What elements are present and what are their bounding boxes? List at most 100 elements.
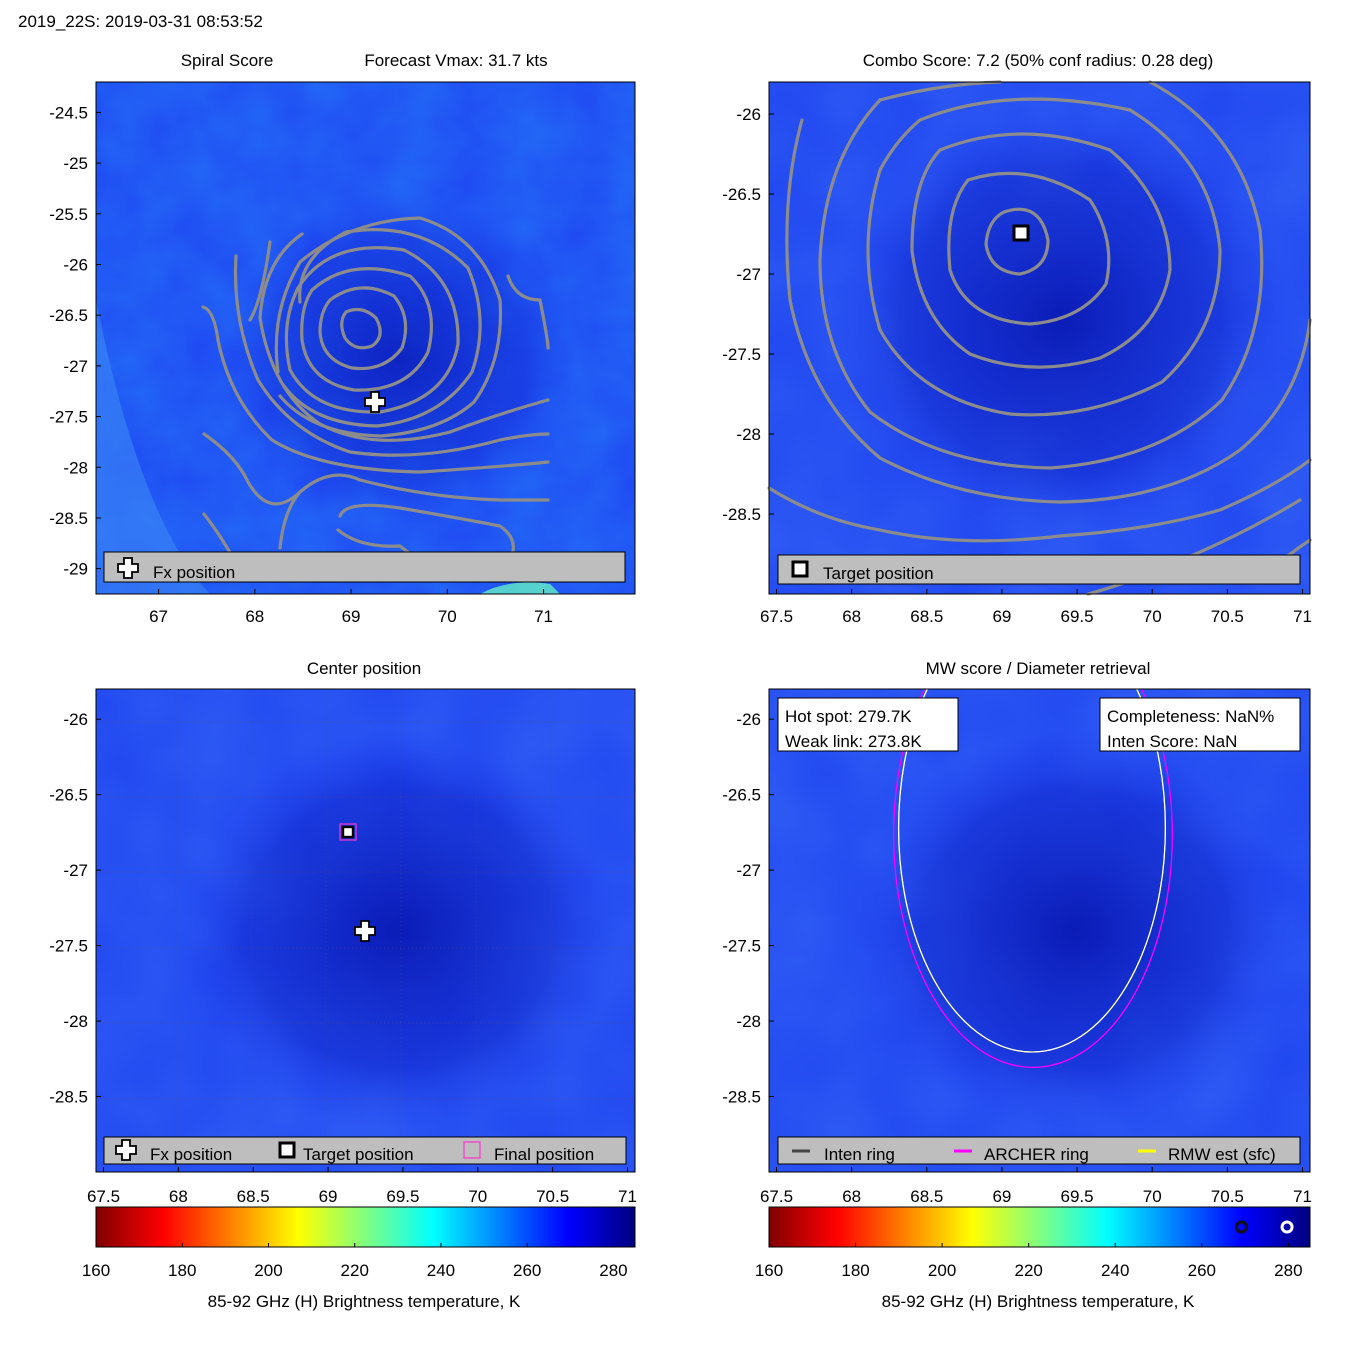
y-tick-label: -28.5 <box>722 1088 761 1107</box>
x-tick-label: 67.5 <box>760 1187 793 1206</box>
spiral-plot-area[interactable]: Fx position <box>95 81 636 595</box>
colorbar-tick-label: 180 <box>168 1261 196 1280</box>
center-final-marker <box>339 823 357 841</box>
colorbar-tick-label: 280 <box>599 1261 627 1280</box>
y-tick-label: -27.5 <box>722 345 761 364</box>
x-tick-label: 69.5 <box>386 1187 419 1206</box>
spiral-legend[interactable]: Fx position <box>103 551 626 583</box>
y-tick-label: -29 <box>63 560 88 579</box>
y-tick-label: -28 <box>736 425 761 444</box>
x-tick-label: 67.5 <box>760 607 793 626</box>
y-tick-label: -27 <box>63 357 88 376</box>
spiral-panel: Spiral Score Forecast Vmax: 31.7 kts <box>49 51 636 626</box>
spiral-contour-9 <box>248 240 550 350</box>
combo-contour-2 <box>947 171 1111 326</box>
x-tick-label: 68 <box>842 1187 861 1206</box>
x-tick-label: 71 <box>1293 607 1312 626</box>
fx-position-icon <box>115 1139 137 1161</box>
inten-score-text: Inten Score: NaN <box>1107 732 1237 751</box>
center-plot-area[interactable]: Fx position Target position Final positi… <box>95 688 636 1173</box>
combo-legend-label: Target position <box>823 564 934 583</box>
spiral-legend-label: Fx position <box>153 563 235 582</box>
colorbar-tick-label: 260 <box>1188 1261 1216 1280</box>
y-tick-label: -28 <box>63 1012 88 1031</box>
x-tick-label: 70.5 <box>1211 1187 1244 1206</box>
spiral-contour-6 <box>274 216 503 438</box>
hot-spot-ring-icon <box>1280 1220 1294 1234</box>
inten-ring-circle <box>898 689 1166 1053</box>
x-tick-label: 68.5 <box>910 607 943 626</box>
colorbar-tick-label: 240 <box>427 1261 455 1280</box>
spiral-contour-4 <box>284 246 460 414</box>
spiral-contour-8 <box>233 254 550 457</box>
rmw-est-label: RMW est (sfc) <box>1168 1145 1276 1164</box>
mw-plot-area[interactable]: Hot spot: 279.7K Weak link: 273.8K Compl… <box>768 602 1311 1173</box>
target-position-icon <box>791 560 809 578</box>
combo-plot-area[interactable]: Target position <box>767 80 1312 596</box>
y-tick-label: -27 <box>736 265 761 284</box>
mw-info-right-box: Completeness: NaN% Inten Score: NaN <box>1099 697 1301 752</box>
spiral-fx-marker <box>364 391 386 413</box>
combo-contour-4 <box>866 97 1222 417</box>
weak-link-text: Weak link: 273.8K <box>785 732 922 751</box>
y-tick-label: -26 <box>63 710 88 729</box>
spiral-title: Spiral Score <box>181 51 274 70</box>
x-tick-label: 67 <box>149 607 168 626</box>
x-tick-label: 71 <box>1293 1187 1312 1206</box>
spiral-contour-2 <box>318 286 408 371</box>
mw-legend[interactable]: Inten ring ARCHER ring RMW est (sfc) <box>777 1136 1301 1165</box>
mw-axis-ticks: 67.5 68 68.5 69 69.5 70 70.5 71 -26 -26.5 -27 -27.5… <box>722 710 1312 1206</box>
spiral-axis-ticks: 67 68 69 70 71 -24.5 -25 -25.5 -26 -26.5 -27 -27.5 -… <box>49 103 553 626</box>
x-tick-label: 71 <box>534 607 553 626</box>
spiral-plot-frame <box>95 81 636 595</box>
inten-ring-label: Inten ring <box>824 1145 895 1164</box>
x-tick-label: 70 <box>468 1187 487 1206</box>
center-panel: Center position <box>49 659 637 1206</box>
combo-legend[interactable]: Target position <box>777 554 1301 585</box>
y-tick-label: -28.5 <box>49 509 88 528</box>
y-tick-label: -24.5 <box>49 103 88 122</box>
x-tick-label: 68 <box>169 1187 188 1206</box>
x-tick-label: 69 <box>342 607 361 626</box>
weak-link-ring-icon <box>1235 1220 1249 1234</box>
mw-info-left-box: Hot spot: 279.7K Weak link: 273.8K <box>777 697 959 752</box>
y-tick-label: -27.5 <box>722 937 761 956</box>
center-fx-marker <box>354 920 376 942</box>
colorbar-tick-label: 180 <box>841 1261 869 1280</box>
x-tick-label: 68 <box>245 607 264 626</box>
combo-contour-7 <box>767 458 1312 543</box>
x-tick-label: 68.5 <box>910 1187 943 1206</box>
center-axis-ticks: 67.5 68 68.5 69 69.5 70 70.5 71 -26 -26.5 -27 -27.5… <box>49 710 637 1206</box>
combo-contour-1 <box>984 207 1050 276</box>
y-tick-label: -26.5 <box>722 185 761 204</box>
y-tick-label: -26 <box>736 710 761 729</box>
combo-title: Combo Score: 7.2 (50% conf radius: 0.28 … <box>863 51 1214 70</box>
colorbar-tick-label: 160 <box>82 1261 110 1280</box>
mw-field-dark-core <box>855 730 1295 1130</box>
y-tick-label: -28.5 <box>722 505 761 524</box>
y-tick-label: -27 <box>63 861 88 880</box>
x-tick-label: 69 <box>992 1187 1011 1206</box>
center-legend[interactable]: Fx position Target position Final positi… <box>103 1136 627 1165</box>
y-tick-label: -26 <box>736 105 761 124</box>
hot-spot-text: Hot spot: 279.7K <box>785 707 912 726</box>
colorbar-tick-label: 200 <box>254 1261 282 1280</box>
mw-plot-frame <box>768 688 1311 1173</box>
center-legend-fx-label: Fx position <box>150 1145 232 1164</box>
colorbar-left-label: 85-92 GHz (H) Brightness temperature, K <box>208 1292 521 1311</box>
colorbar-right: 160 180 200 220 240 260 280 <box>755 1206 1311 1280</box>
mw-panel: MW score / Diameter retrieval Hot spot: … <box>722 602 1312 1206</box>
x-tick-label: 69 <box>992 607 1011 626</box>
spiral-contour-10 <box>201 305 550 474</box>
archer-ring-label: ARCHER ring <box>984 1145 1089 1164</box>
x-tick-label: 69 <box>319 1187 338 1206</box>
colorbar-left: 160 180 200 220 240 260 280 <box>82 1206 636 1280</box>
spiral-forecast-vmax: Forecast Vmax: 31.7 kts <box>364 51 547 70</box>
colorbar-tick-label: 200 <box>928 1261 956 1280</box>
combo-contour-3 <box>910 132 1172 369</box>
colorbar-tick-label: 260 <box>513 1261 541 1280</box>
center-field-dark-core <box>180 730 620 1130</box>
completeness-text: Completeness: NaN% <box>1107 707 1274 726</box>
x-tick-label: 68 <box>842 607 861 626</box>
